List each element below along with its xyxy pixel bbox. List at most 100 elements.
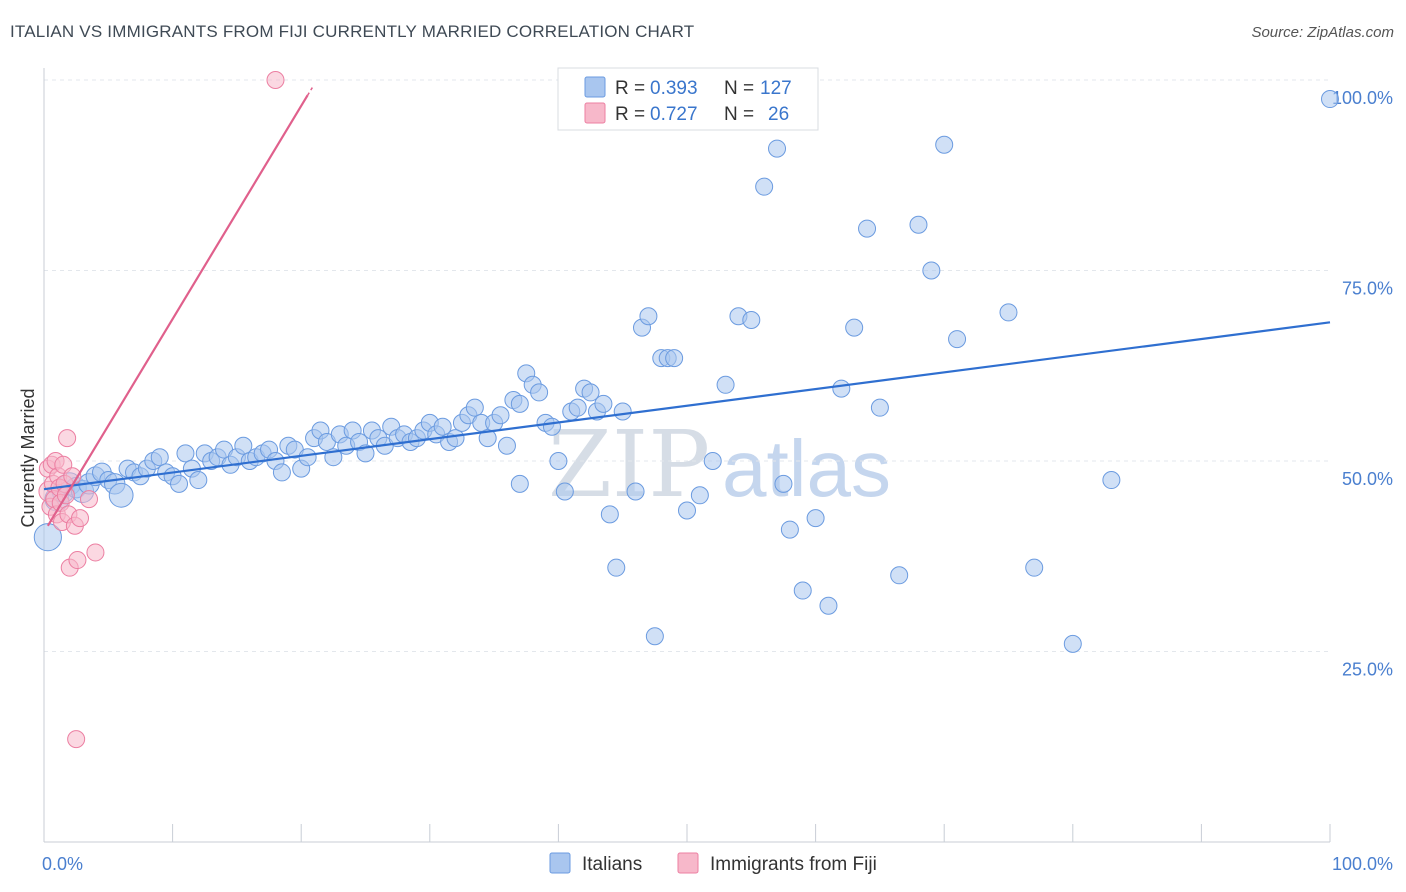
italians-point-110: [858, 219, 877, 238]
italians-point-87: [600, 505, 619, 524]
italians-point-61: [433, 417, 452, 436]
italians-point-108: [832, 379, 851, 398]
italians-point-116: [948, 330, 967, 349]
italians-point-101: [742, 311, 761, 330]
y-tick-labels: 25.0% 50.0% 75.0% 100.0%: [1332, 88, 1393, 680]
bottom-legend-label-italians: Italians: [582, 854, 642, 875]
fiji-point-22: [80, 490, 99, 509]
series-fiji-points: [38, 71, 285, 749]
bottom-legend-swatch-italians: [549, 852, 571, 874]
italians-point-40: [298, 448, 317, 467]
chart-title: ITALIAN VS IMMIGRANTS FROM FIJI CURRENTL…: [10, 22, 695, 41]
bottom-legend-swatch-fiji: [677, 852, 699, 874]
italians-point-0: [33, 523, 62, 552]
italians-point-36: [272, 463, 291, 482]
italians-point-30: [234, 436, 253, 455]
italians-point-105: [793, 581, 812, 600]
italians-point-97: [690, 486, 709, 505]
italians-point-92: [639, 307, 658, 326]
italians-point-20: [170, 474, 189, 493]
italians-point-86: [594, 394, 613, 413]
italians-point-66: [465, 398, 484, 417]
italians-point-70: [491, 406, 510, 425]
italians-point-106: [806, 509, 825, 528]
x-tick-labels: 0.0% 100.0%: [42, 854, 1393, 874]
fiji-point-24: [67, 730, 86, 749]
legend-n-label-italians: N =: [724, 78, 754, 99]
italians-point-88: [607, 558, 626, 577]
italians-point-80: [555, 482, 574, 501]
italians-point-84: [581, 383, 600, 402]
y-tick-label-0: 25.0%: [1342, 660, 1393, 680]
fiji-point-25: [266, 71, 285, 89]
italians-point-78: [542, 417, 561, 436]
y-tick-label-3: 100.0%: [1332, 88, 1393, 108]
italians-point-89: [613, 402, 632, 421]
italians-point-113: [909, 215, 928, 234]
italians-point-102: [755, 177, 774, 196]
italians-point-63: [446, 429, 465, 448]
fiji-trend-line: [46, 94, 309, 527]
italians-point-123: [774, 474, 793, 493]
fiji-point-15: [58, 429, 77, 448]
italians-point-90: [626, 482, 645, 501]
y-tick-label-2: 75.0%: [1342, 279, 1393, 299]
italians-point-103: [768, 139, 787, 158]
italians-point-11: [108, 482, 134, 508]
italians-trend-line: [43, 321, 1331, 491]
italians-point-98: [703, 452, 722, 470]
italians-point-114: [922, 261, 941, 280]
gridlines: [44, 79, 1330, 652]
legend-n-label-fiji: N =: [724, 104, 754, 125]
italians-point-124: [645, 627, 664, 646]
trend-lines: [43, 86, 1331, 527]
x-tick-label-0: 0.0%: [42, 854, 83, 874]
legend-n-value-fiji: 26: [768, 104, 789, 125]
italians-point-21: [176, 444, 195, 463]
legend-swatch-italians: [584, 76, 606, 98]
series-italians-points: [33, 90, 1339, 653]
bottom-legend: Italians Immigrants from Fiji: [549, 852, 877, 875]
italians-point-96: [678, 501, 696, 520]
x-tick-label-1: 100.0%: [1332, 854, 1393, 874]
italians-point-99: [716, 375, 735, 394]
legend-r-label-fiji: R =: [615, 104, 645, 125]
italians-point-107: [819, 596, 838, 615]
italians-point-118: [1025, 558, 1044, 577]
fiji-point-20: [68, 551, 87, 570]
correlation-legend: R = 0.393 N = 127 R = 0.727 N = 26: [557, 67, 819, 131]
italians-point-23: [189, 471, 208, 490]
fiji-trend-extension: [306, 86, 314, 96]
bottom-legend-label-fiji: Immigrants from Fiji: [710, 854, 877, 875]
fiji-point-23: [86, 543, 105, 562]
italians-point-119: [1063, 634, 1082, 653]
legend-swatch-fiji: [584, 102, 606, 124]
x-axis-ticks: [43, 824, 1331, 842]
italians-point-79: [549, 452, 568, 470]
italians-point-95: [665, 349, 684, 368]
y-tick-label-1: 50.0%: [1342, 469, 1393, 489]
italians-point-82: [568, 398, 587, 417]
italians-point-120: [1102, 471, 1121, 490]
watermark-atlas: atlas: [722, 424, 891, 513]
italians-point-112: [890, 566, 909, 585]
italians-point-73: [510, 394, 529, 413]
legend-r-value-italians: 0.393: [650, 78, 698, 99]
italians-point-76: [530, 383, 549, 402]
source-credit: Source: ZipAtlas.com: [1251, 24, 1394, 41]
italians-point-115: [935, 135, 954, 154]
legend-r-label-italians: R =: [615, 78, 645, 99]
italians-point-17: [150, 448, 169, 467]
italians-point-117: [999, 303, 1018, 322]
italians-point-109: [845, 318, 864, 337]
italians-point-104: [780, 520, 799, 539]
italians-point-121: [1321, 90, 1339, 109]
italians-point-68: [478, 429, 497, 448]
italians-point-71: [497, 436, 516, 455]
italians-point-122: [510, 474, 529, 493]
y-axis-label: Currently Married: [18, 388, 38, 527]
legend-n-value-italians: 127: [760, 78, 792, 99]
fiji-point-21: [71, 509, 90, 528]
legend-r-value-fiji: 0.727: [650, 104, 698, 125]
